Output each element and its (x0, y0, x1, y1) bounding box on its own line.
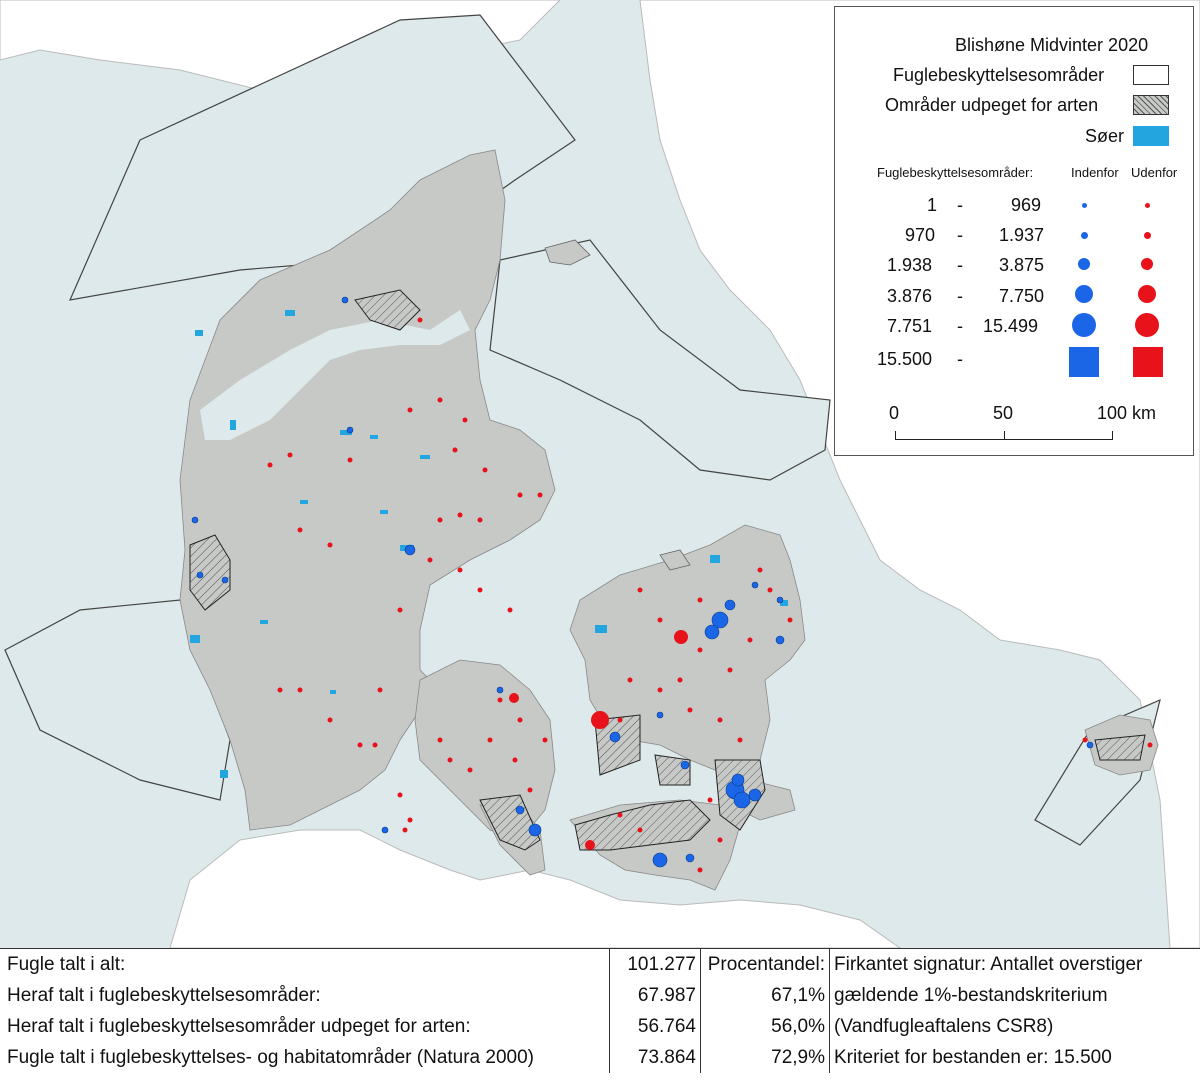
scalebar-label-100: 100 km (1097, 403, 1157, 423)
limfjord (200, 310, 470, 440)
points-outside (267, 317, 1153, 873)
legend-designated-swatch (1133, 95, 1169, 115)
land-laesoe (544, 239, 591, 266)
legend-lakes-label: Søer (1085, 126, 1125, 146)
summary-table: Fugle talt i alt: 101.277 Procentandel: … (3, 949, 1197, 1073)
legend-inside-header: Indenfor (1071, 165, 1119, 180)
legend-protected-label: Fuglebeskyttelsesområder (893, 65, 1105, 85)
designated-areas (189, 289, 1146, 851)
table-row: Heraf talt i fuglebeskyttelsesområder ud… (3, 1011, 1197, 1042)
legend-column-header: Fuglebeskyttelsesområder: (877, 165, 1034, 180)
legend-inside-symbol (1081, 232, 1088, 239)
legend-outside-symbol (1135, 313, 1159, 337)
scalebar-label-0: 0 (889, 403, 900, 423)
legend-outside-symbol (1141, 258, 1153, 270)
scalebar-label-50: 50 (993, 403, 1014, 423)
table-row: Heraf talt i fuglebeskyttelsesområder: 6… (3, 980, 1197, 1011)
legend-outside-symbol (1145, 203, 1150, 208)
legend-inside-symbol (1069, 347, 1099, 377)
protected-sea-kattegat (489, 239, 831, 481)
legend-designated-label: Områder udpeget for arten (885, 95, 1099, 115)
legend-title: Blishøne Midvinter 2020 (955, 35, 1149, 55)
table-row: Fugle talt i fuglebeskyttelses- og habit… (3, 1042, 1197, 1073)
legend-outside-symbol (1144, 232, 1151, 239)
legend-inside-symbol (1078, 258, 1090, 270)
legend-outside-header: Udenfor (1131, 165, 1178, 180)
legend-inside-symbol (1075, 285, 1093, 303)
points-inside (191, 296, 1094, 868)
table-row: Fugle talt i alt: 101.277 Procentandel: … (3, 949, 1197, 980)
legend-lakes-swatch (1133, 126, 1169, 146)
legend-outside-symbol (1138, 285, 1156, 303)
land-anholt (659, 549, 691, 571)
legend-protected-swatch (1133, 65, 1169, 85)
legend-inside-symbol (1072, 313, 1096, 337)
summary-panel: Fugle talt i alt: 101.277 Procentandel: … (0, 948, 1200, 1086)
legend-inside-symbol (1082, 203, 1087, 208)
legend-outside-symbol (1133, 347, 1163, 377)
legend-panel: Blishøne Midvinter 2020 Fuglebeskyttelse… (834, 6, 1194, 456)
